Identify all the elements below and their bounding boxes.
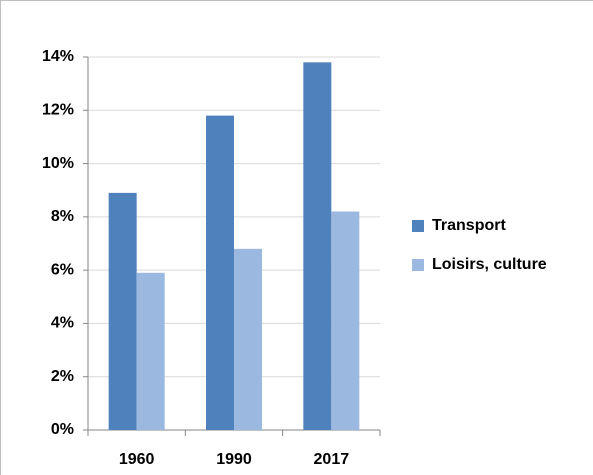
x-tick-label: 1960 [119, 451, 155, 468]
y-tick-label: 6% [51, 261, 74, 278]
legend-label: Loisirs, culture [432, 256, 547, 273]
bar [136, 272, 165, 430]
y-tick-label: 12% [42, 102, 74, 119]
bar [331, 211, 360, 430]
x-tick-label: 2017 [314, 451, 350, 468]
y-tick-label: 4% [51, 315, 74, 332]
x-tick-label: 1990 [216, 451, 252, 468]
bar [303, 62, 332, 430]
y-tick-label: 10% [42, 155, 74, 172]
y-tick-label: 0% [51, 421, 74, 438]
y-tick-label: 14% [42, 48, 74, 65]
bar [108, 192, 137, 430]
y-tick-label: 2% [51, 368, 74, 385]
legend-swatch [412, 220, 424, 232]
y-tick-label: 8% [51, 208, 74, 225]
bar [234, 248, 262, 430]
bar [206, 115, 234, 430]
legend-label: Transport [432, 217, 506, 234]
legend-swatch [412, 259, 424, 271]
